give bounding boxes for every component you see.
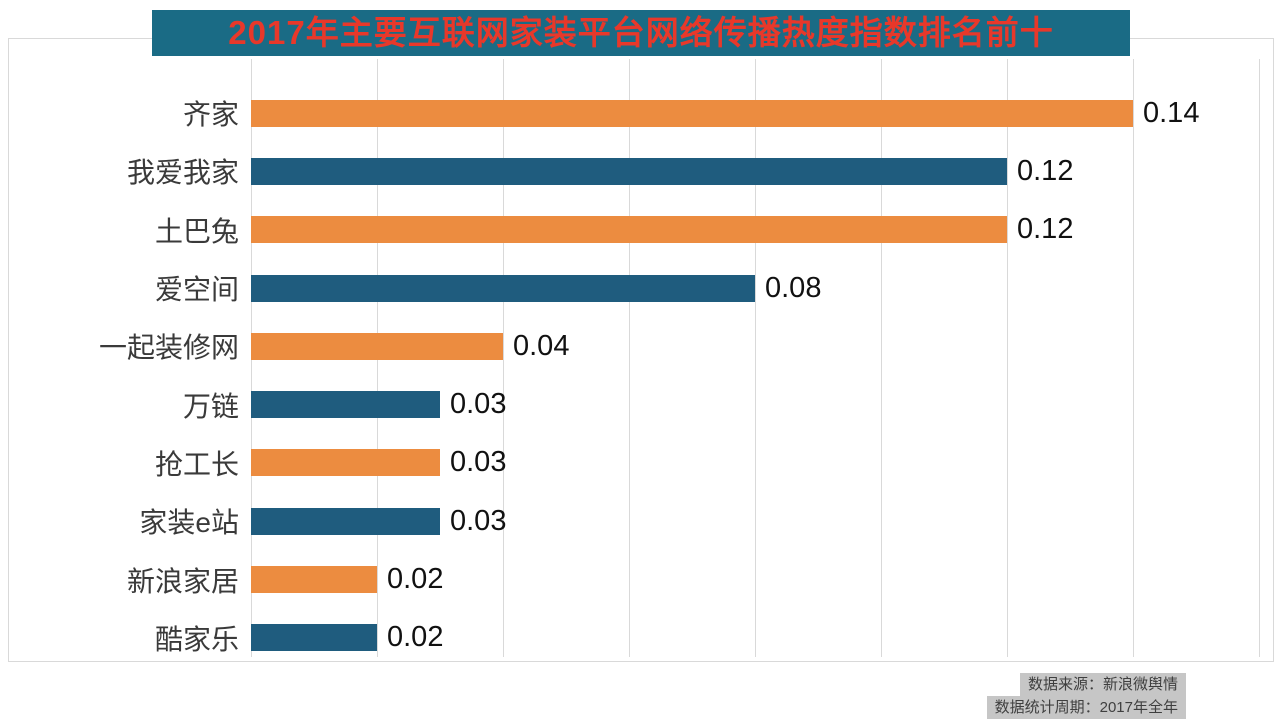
bar-row: 抢工长 0.03	[9, 434, 1259, 492]
bar-row: 齐家 0.14	[9, 84, 1259, 142]
value-label: 0.14	[1143, 96, 1200, 129]
bar-齐家	[251, 99, 1133, 127]
value-label: 0.12	[1017, 154, 1074, 187]
category-label: 家装e站	[139, 507, 239, 539]
value-label: 0.04	[513, 329, 570, 362]
bar-row: 万链 0.03	[9, 375, 1259, 433]
bar-爱空间	[251, 274, 755, 302]
bar-一起装修网	[251, 332, 503, 360]
bar-plot-area: 0.04	[251, 317, 1259, 375]
category-label: 万链	[182, 390, 239, 422]
grid-line	[1259, 59, 1260, 657]
category-label: 一起装修网	[98, 332, 239, 364]
bar-plot-area: 0.14	[251, 84, 1259, 142]
bar-万链	[251, 391, 440, 419]
value-label: 0.08	[765, 271, 822, 304]
bar-row: 酷家乐 0.02	[9, 609, 1259, 667]
value-label: 0.12	[1017, 213, 1074, 246]
bar-row: 爱空间 0.08	[9, 259, 1259, 317]
bar-抢工长	[251, 449, 440, 477]
source-line-period: 数据统计周期：2017年全年	[986, 696, 1186, 719]
bar-plot-area: 0.03	[251, 375, 1259, 433]
grid-line	[1007, 59, 1008, 657]
category-label: 我爱我家	[126, 157, 239, 189]
chart-frame: 齐家 0.14 我爱我家 0.12 土巴兔 0.12 爱空间 0.08 一起装修网 0.04 万链 0…	[8, 38, 1274, 662]
grid-line	[503, 59, 504, 657]
bar-家装e站	[251, 507, 440, 535]
source-note: 数据来源：新浪微舆情 数据统计周期：2017年全年	[986, 673, 1186, 719]
value-label: 0.03	[450, 388, 507, 421]
grid-line	[629, 59, 630, 657]
bar-row: 我爱我家 0.12	[9, 142, 1259, 200]
category-label: 土巴兔	[154, 215, 239, 247]
grid-line	[755, 59, 756, 657]
category-label: 酷家乐	[154, 623, 239, 655]
bar-plot-area: 0.08	[251, 259, 1259, 317]
bar-plot-area: 0.02	[251, 550, 1259, 608]
category-label: 齐家	[182, 99, 239, 131]
bar-酷家乐	[251, 624, 377, 652]
grid-line	[881, 59, 882, 657]
category-label: 抢工长	[154, 448, 239, 480]
value-label: 0.03	[450, 504, 507, 537]
value-label: 0.02	[387, 563, 444, 596]
source-line-datasource: 数据来源：新浪微舆情	[1019, 673, 1186, 696]
category-label: 爱空间	[154, 274, 239, 306]
bar-新浪家居	[251, 566, 377, 594]
bar-row: 新浪家居 0.02	[9, 550, 1259, 608]
bar-plot-area: 0.03	[251, 492, 1259, 550]
bar-plot-area: 0.03	[251, 434, 1259, 492]
bar-row: 家装e站 0.03	[9, 492, 1259, 550]
value-label: 0.03	[450, 446, 507, 479]
bar-plot-area: 0.12	[251, 142, 1259, 200]
bar-plot-area: 0.02	[251, 609, 1259, 667]
grid-line	[1133, 59, 1134, 657]
category-label: 新浪家居	[126, 565, 239, 597]
bar-row: 一起装修网 0.04	[9, 317, 1259, 375]
chart-title: 2017年主要互联网家装平台网络传播热度指数排名前十	[152, 10, 1130, 56]
bar-我爱我家	[251, 157, 1007, 185]
value-label: 0.02	[387, 621, 444, 654]
bar-rows: 齐家 0.14 我爱我家 0.12 土巴兔 0.12 爱空间 0.08 一起装修网 0.04 万链 0…	[9, 84, 1259, 667]
bar-plot-area: 0.12	[251, 201, 1259, 259]
bar-土巴兔	[251, 216, 1007, 244]
bar-row: 土巴兔 0.12	[9, 201, 1259, 259]
